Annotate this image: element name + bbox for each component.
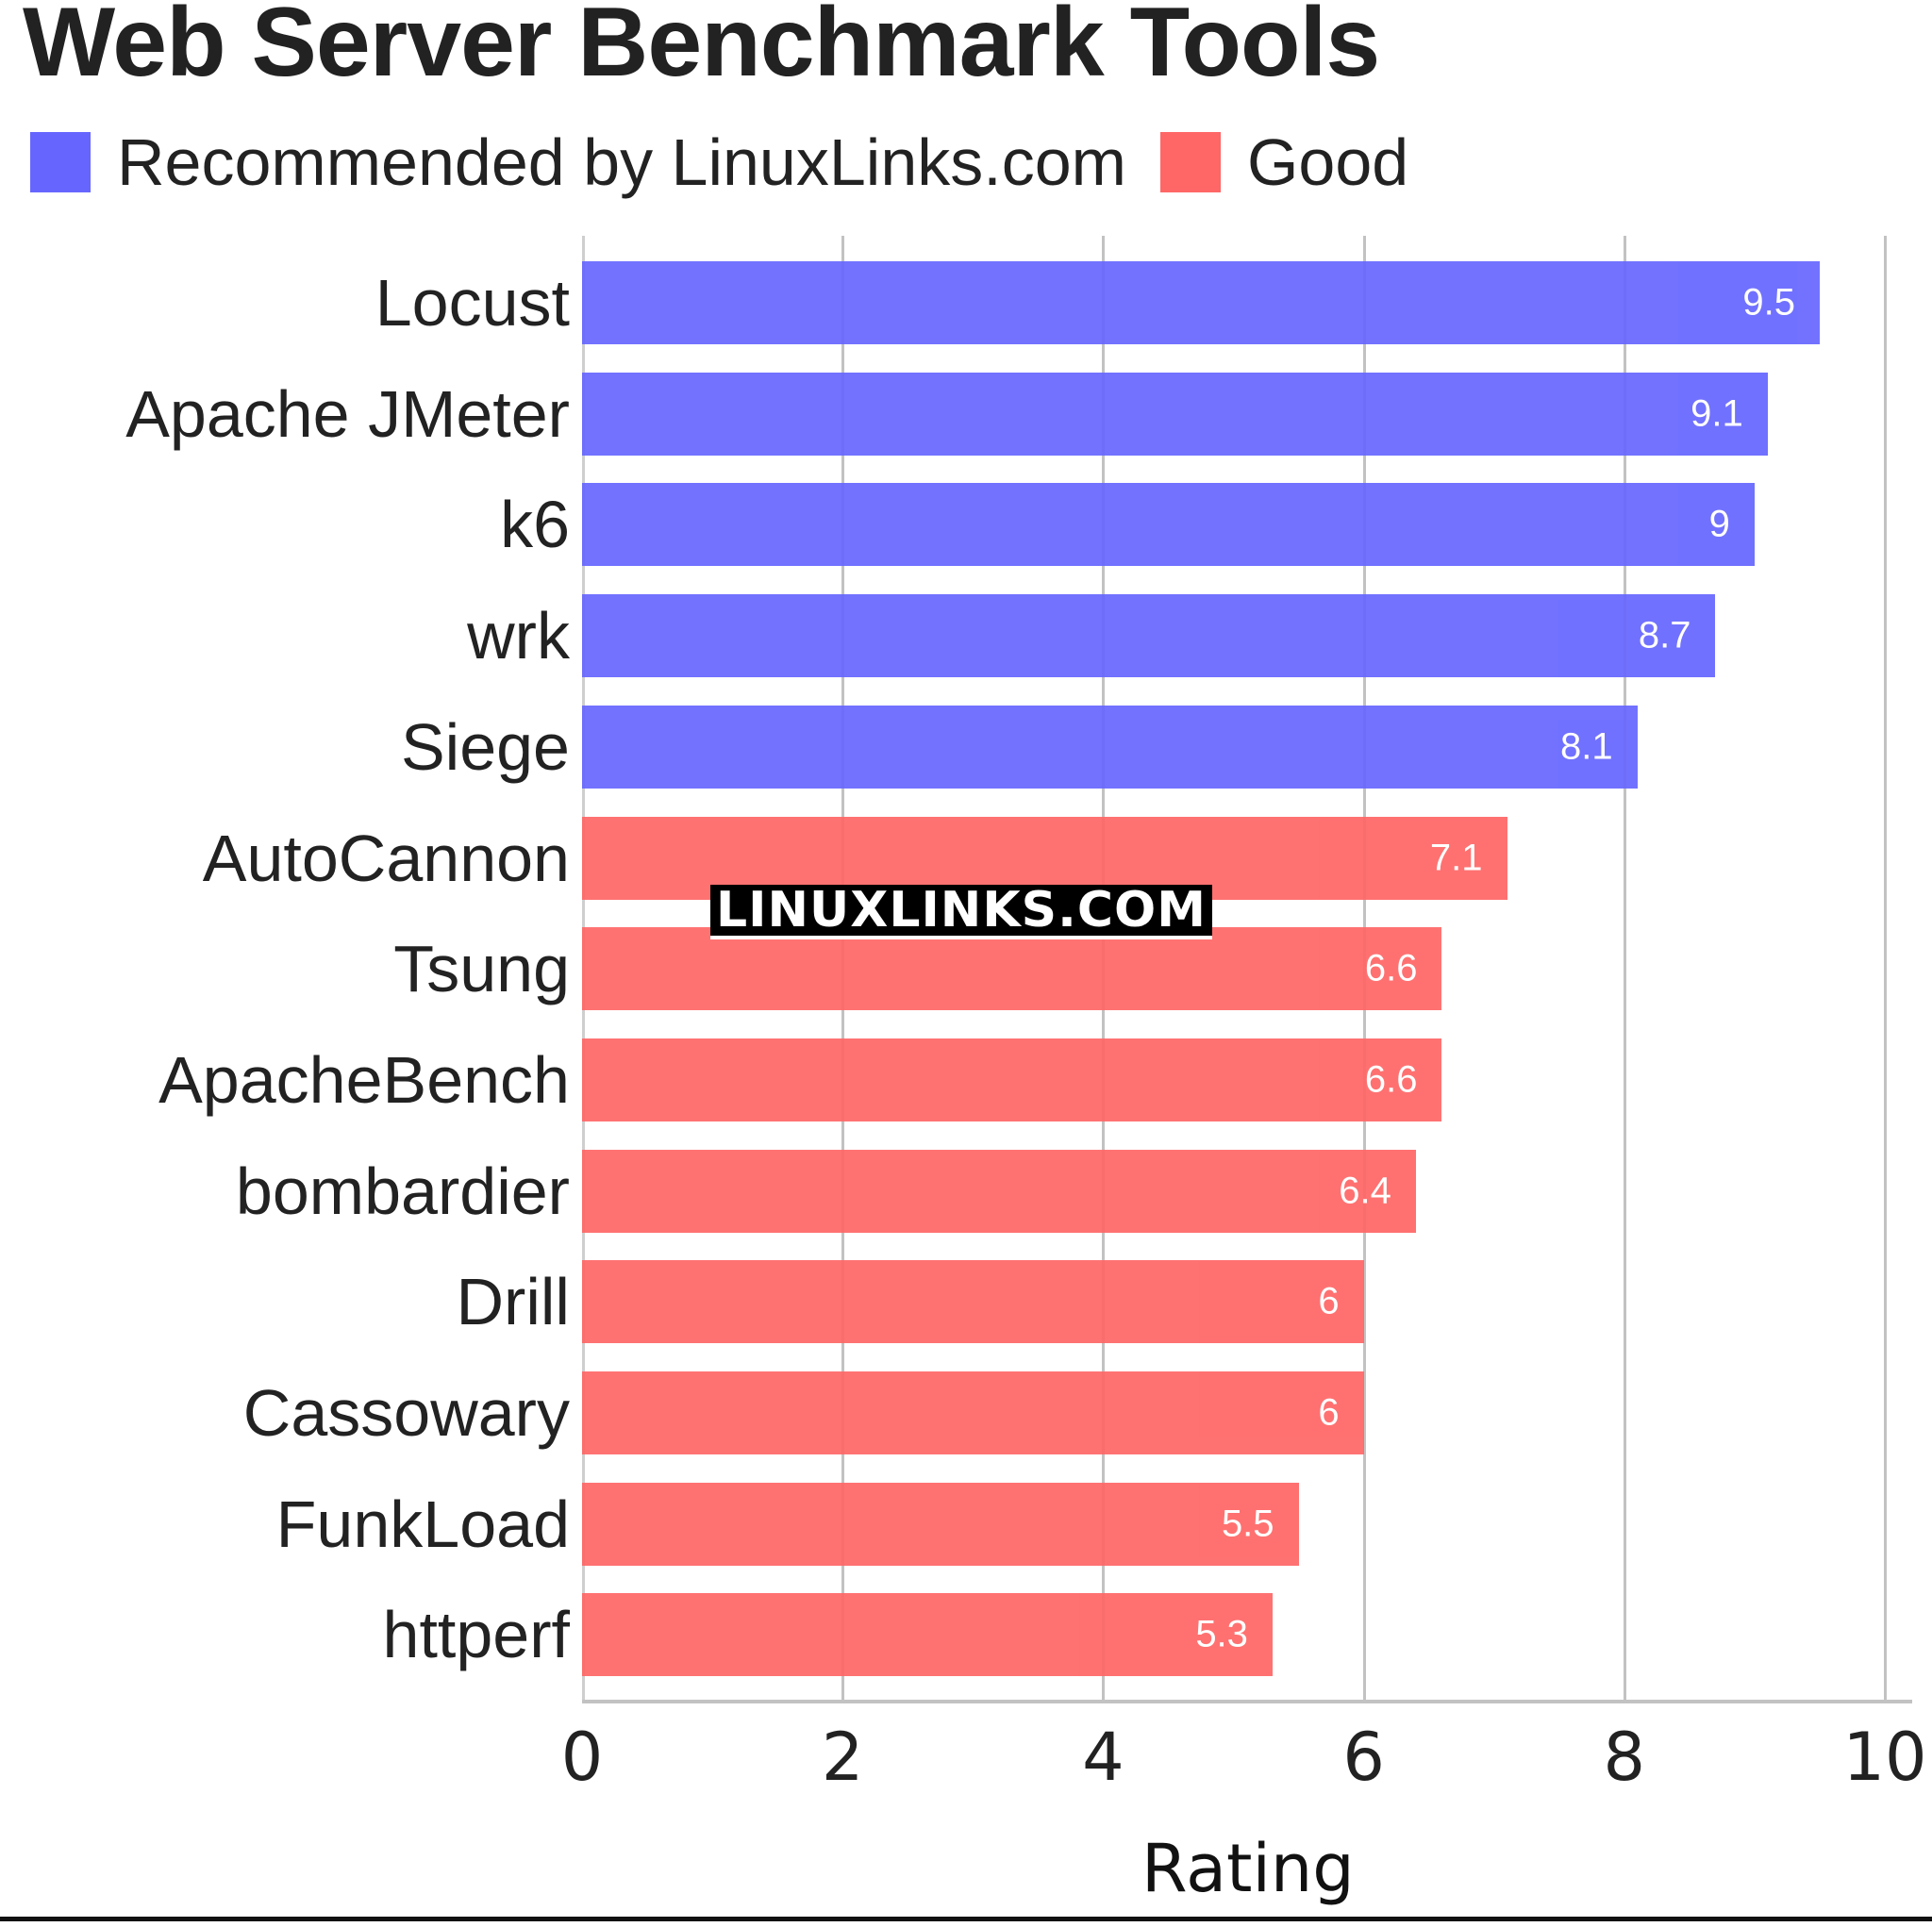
x-axis-title: Rating (1141, 1830, 1355, 1907)
legend: Recommended by LinuxLinks.com Good (30, 125, 1442, 200)
y-axis-label: FunkLoad (275, 1487, 570, 1561)
bar-value-label: 6.4 (1339, 1170, 1391, 1212)
legend-swatch-good (1159, 132, 1221, 192)
bar-value-label: 6 (1318, 1391, 1340, 1434)
bar-apache-jmeter: 9.1 (582, 372, 1768, 456)
bar-locust: 9.5 (582, 261, 1820, 344)
bar-tsung: 6.6 (582, 927, 1442, 1011)
y-axis-label: AutoCannon (202, 821, 570, 895)
legend-swatch-recommended (30, 132, 91, 192)
x-tick-label: 0 (560, 1719, 604, 1796)
plot-area: 9.5 9.1 9 8.7 8.1 7.1 6.6 6.6 6.4 6 6 5.5 5.3 (582, 236, 1912, 1703)
bar-value-label: 9.1 (1690, 392, 1743, 435)
legend-label-good: Good (1246, 125, 1409, 199)
y-axis-label: bombardier (235, 1154, 570, 1228)
bar-value-label: 6 (1318, 1280, 1340, 1322)
y-axis-label: Drill (456, 1265, 570, 1339)
x-tick-label: 10 (1842, 1719, 1927, 1796)
bar-drill: 6 (582, 1260, 1364, 1344)
bar-bombardier: 6.4 (582, 1149, 1416, 1233)
bar-value-label: 5.3 (1195, 1613, 1248, 1655)
y-axis-label: Locust (375, 266, 570, 340)
legend-label-recommended: Recommended by LinuxLinks.com (117, 125, 1126, 199)
legend-item-recommended: Recommended by LinuxLinks.com (30, 125, 1126, 200)
bar-apachebench: 6.6 (582, 1038, 1442, 1121)
bar-value-label: 5.5 (1221, 1503, 1274, 1545)
bar-value-label: 7.1 (1429, 837, 1483, 878)
y-axis-label: Siege (400, 709, 570, 784)
bottom-rule (0, 1917, 1932, 1921)
chart-title: Web Server Benchmark Tools (23, 0, 1380, 97)
bar-k6: 9 (582, 483, 1755, 567)
y-axis-label: Apache JMeter (125, 376, 570, 451)
y-axis-label: Cassowary (242, 1376, 570, 1450)
bar-value-label: 9 (1708, 503, 1730, 545)
x-tick-label: 4 (1082, 1719, 1124, 1796)
x-tick-label: 6 (1342, 1719, 1385, 1796)
y-axis-label: ApacheBench (158, 1042, 570, 1117)
bar-value-label: 6.6 (1364, 947, 1418, 989)
bar-funkload: 5.5 (582, 1482, 1299, 1566)
y-axis-label: wrk (467, 599, 570, 673)
bar-value-label: 8.7 (1638, 614, 1691, 656)
bar-value-label: 8.1 (1560, 725, 1613, 768)
bar-wrk: 8.7 (582, 594, 1716, 678)
bar-httperf: 5.3 (582, 1593, 1273, 1677)
watermark: LINUXLINKS.COM (710, 885, 1212, 939)
bar-value-label: 9.5 (1742, 281, 1795, 324)
gridline-8 (1623, 236, 1626, 1703)
bar-cassowary: 6 (582, 1371, 1364, 1454)
y-axis-label: httperf (382, 1598, 570, 1672)
gridline-10 (1884, 236, 1887, 1703)
bar-value-label: 6.6 (1364, 1058, 1418, 1101)
x-tick-label: 8 (1603, 1719, 1646, 1796)
y-axis-label: Tsung (393, 932, 570, 1006)
y-axis-label: k6 (500, 488, 570, 562)
bar-siege: 8.1 (582, 705, 1638, 789)
x-tick-label: 2 (821, 1719, 864, 1796)
legend-item-good: Good (1159, 125, 1409, 200)
x-axis-line (582, 1700, 1912, 1703)
